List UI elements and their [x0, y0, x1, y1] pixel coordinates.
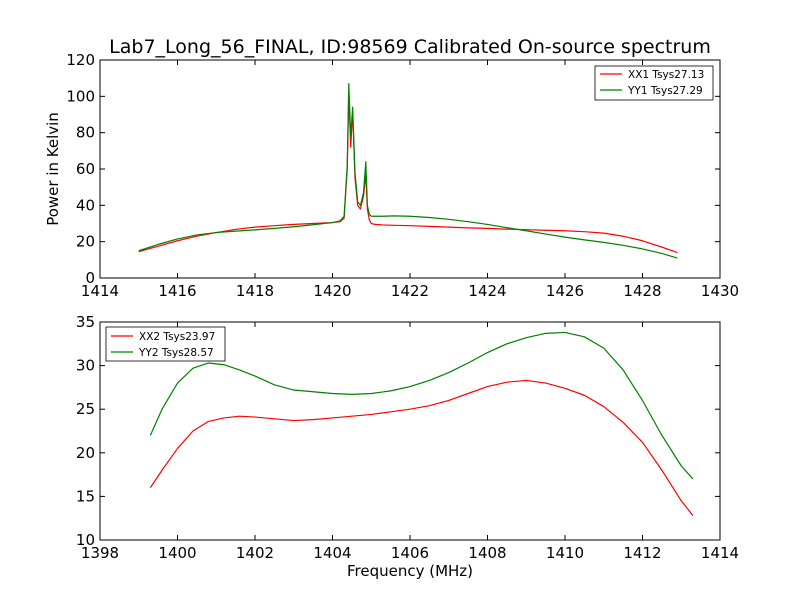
top-x-tick-label-6: 1426 — [546, 282, 584, 300]
top-legend-box — [594, 65, 714, 101]
bottom-y-tick-label-5: 35 — [76, 313, 95, 331]
bottom-y-tick-label-4: 30 — [76, 357, 95, 375]
top-x-tick-label-5: 1424 — [468, 282, 506, 300]
top-x-tick-label-4: 1422 — [391, 282, 429, 300]
top-y-tick-label-1: 20 — [76, 233, 95, 251]
top-legend-label-xx1: XX1 Tsys27.13 — [628, 69, 704, 81]
top-x-tick-label-2: 1418 — [236, 282, 274, 300]
top-legend: XX1 Tsys27.13 YY1 Tsys27.29 — [594, 65, 714, 101]
bottom-x-tick-label-3: 1404 — [313, 544, 351, 562]
bottom-series-line-1 — [149, 331, 694, 480]
bottom-x-tick-label-1: 1400 — [158, 544, 196, 562]
bottom-x-tick-label-0: 1398 — [81, 544, 119, 562]
bottom-series-group — [149, 331, 694, 516]
bottom-legend-box — [105, 326, 226, 362]
bottom-legend: XX2 Tsys23.97 YY2 Tsys28.57 — [105, 326, 226, 362]
top-x-tick-label-3: 1420 — [313, 282, 351, 300]
top-y-tick-label-4: 80 — [76, 124, 95, 142]
bottom-x-axis-label: Frequency (MHz) — [347, 562, 473, 580]
bottom-y-tick-label-2: 20 — [76, 444, 95, 462]
top-series-line-1 — [138, 83, 678, 259]
top-x-ticks: 1414 1416 1418 1420 1422 1424 1426 1428 1430 — [81, 60, 739, 300]
top-y-tick-label-6: 120 — [66, 51, 95, 69]
bottom-y-tick-label-1: 15 — [76, 487, 95, 505]
bottom-y-tick-label-0: 10 — [76, 531, 95, 549]
top-panel: 1414 1416 1418 1420 1422 1424 1426 1428 1430 0 20… — [44, 51, 739, 300]
bottom-x-tick-label-4: 1406 — [391, 544, 429, 562]
top-y-tick-label-3: 60 — [76, 160, 95, 178]
bottom-y-ticks: 10 15 20 25 30 35 — [76, 313, 720, 549]
bottom-legend-label-yy2: YY2 Tsys28.57 — [138, 347, 214, 359]
bottom-panel: 1398 1400 1402 1404 1406 1408 1410 1412 1414 101… — [76, 313, 739, 580]
top-x-tick-label-1: 1416 — [158, 282, 196, 300]
top-legend-label-yy1: YY1 Tsys27.29 — [627, 85, 703, 97]
top-x-tick-label-8: 1430 — [701, 282, 739, 300]
top-x-tick-label-7: 1428 — [623, 282, 661, 300]
top-series-group — [138, 83, 678, 259]
bottom-x-ticks: 1398 1400 1402 1404 1406 1408 1410 1412 1414 — [81, 322, 739, 562]
bottom-x-tick-label-7: 1412 — [623, 544, 661, 562]
bottom-y-tick-label-3: 25 — [76, 400, 95, 418]
top-y-tick-label-2: 40 — [76, 196, 95, 214]
top-x-tick-label-0: 1414 — [81, 282, 119, 300]
bottom-series-line-0 — [149, 379, 694, 516]
top-y-tick-label-5: 100 — [66, 87, 95, 105]
top-y-ticks: 0 20 40 60 80 100 120 — [66, 51, 720, 287]
top-y-tick-label-0: 0 — [85, 269, 95, 287]
bottom-x-tick-label-6: 1410 — [546, 544, 584, 562]
bottom-x-tick-label-5: 1408 — [468, 544, 506, 562]
bottom-x-tick-label-8: 1414 — [701, 544, 739, 562]
bottom-legend-label-xx2: XX2 Tsys23.97 — [139, 331, 215, 343]
bottom-x-tick-label-2: 1402 — [236, 544, 274, 562]
top-y-axis-label: Power in Kelvin — [44, 112, 62, 226]
chart-title: Lab7_Long_56_FINAL, ID:98569 Calibrated … — [109, 36, 711, 58]
